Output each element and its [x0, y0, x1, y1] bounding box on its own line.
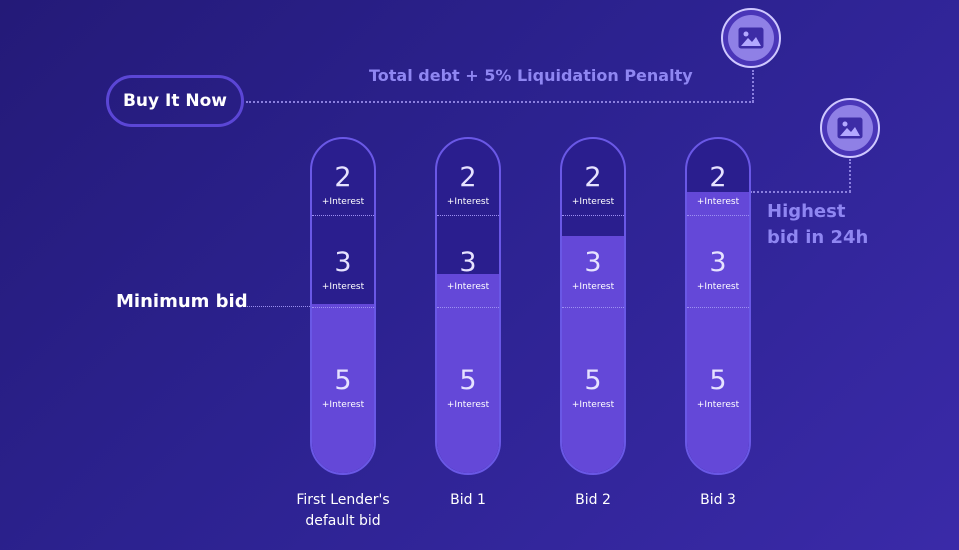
segment-divider	[312, 307, 374, 308]
liquidation-penalty-caption: Total debt + 5% Liquidation Penalty	[369, 66, 693, 85]
bid-tube-fill	[562, 236, 624, 473]
segment-divider	[437, 307, 499, 308]
bid-tube-1: 2 +Interest 3 +Interest 5 +Interest	[310, 137, 376, 475]
bid-tube-label: Bid 2	[523, 490, 663, 511]
bid-tube-label-line1: Bid 1	[450, 492, 486, 508]
highest-bid-caption-line1: Highest	[767, 201, 846, 222]
bid-tube-label-line1: Bid 2	[575, 492, 611, 508]
segment-value: 3	[334, 247, 352, 278]
right-icon-connector-line	[849, 159, 851, 192]
segment-value: 5	[459, 365, 477, 396]
top-image-badge	[721, 8, 781, 68]
segment-interest-note: +Interest	[321, 282, 365, 292]
bid-tube-fill	[687, 192, 749, 473]
highest-bid-connector-line	[750, 191, 851, 193]
segment-divider	[437, 215, 499, 216]
segment-value: 3	[584, 247, 602, 278]
segment-interest-note: +Interest	[571, 400, 615, 410]
segment-value: 2	[709, 162, 727, 193]
bid-tube-label: Bid 1	[398, 490, 538, 511]
minimum-bid-label: Minimum bid	[116, 291, 248, 312]
buy-it-now-button[interactable]: Buy It Now	[106, 75, 244, 127]
bid-tube-label: First Lender's default bid	[273, 490, 413, 532]
highest-bid-caption-line2: bid in 24h	[767, 227, 869, 248]
segment-value: 2	[459, 162, 477, 193]
segment-value: 2	[334, 162, 352, 193]
segment-interest-note: +Interest	[696, 197, 740, 207]
segment-interest-note: +Interest	[571, 197, 615, 207]
bid-tube-4: 2 +Interest 3 +Interest 5 +Interest	[685, 137, 751, 475]
segment-interest-note: +Interest	[446, 197, 490, 207]
segment-divider	[562, 215, 624, 216]
bid-tube-label-line1: First Lender's	[296, 492, 390, 508]
highest-bid-caption: Highest bid in 24h	[767, 199, 868, 251]
bid-tube-label-line1: Bid 3	[700, 492, 736, 508]
segment-interest-note: +Interest	[696, 400, 740, 410]
bid-tube-fill	[312, 304, 374, 473]
minimum-bid-line	[244, 306, 310, 307]
segment-value: 5	[334, 365, 352, 396]
segment-interest-note: +Interest	[446, 400, 490, 410]
segment-divider	[312, 215, 374, 216]
bid-tube-2: 2 +Interest 3 +Interest 5 +Interest	[435, 137, 501, 475]
segment-interest-note: +Interest	[696, 282, 740, 292]
image-placeholder-icon	[837, 117, 863, 139]
bid-tube-label: Bid 3	[648, 490, 788, 511]
top-icon-connector-line	[752, 70, 754, 102]
segment-value: 5	[584, 365, 602, 396]
segment-interest-note: +Interest	[446, 282, 490, 292]
segment-divider	[562, 307, 624, 308]
segment-interest-note: +Interest	[321, 400, 365, 410]
segment-value: 3	[459, 247, 477, 278]
segment-value: 5	[709, 365, 727, 396]
segment-interest-note: +Interest	[321, 197, 365, 207]
segment-divider	[687, 307, 749, 308]
image-placeholder-icon	[738, 27, 764, 49]
segment-value: 3	[709, 247, 727, 278]
buy-now-connector-line	[246, 101, 754, 103]
segment-divider	[687, 215, 749, 216]
segment-interest-note: +Interest	[571, 282, 615, 292]
right-image-badge	[820, 98, 880, 158]
segment-value: 2	[584, 162, 602, 193]
bid-tube-label-line2: default bid	[305, 513, 381, 529]
bid-tube-3: 2 +Interest 3 +Interest 5 +Interest	[560, 137, 626, 475]
